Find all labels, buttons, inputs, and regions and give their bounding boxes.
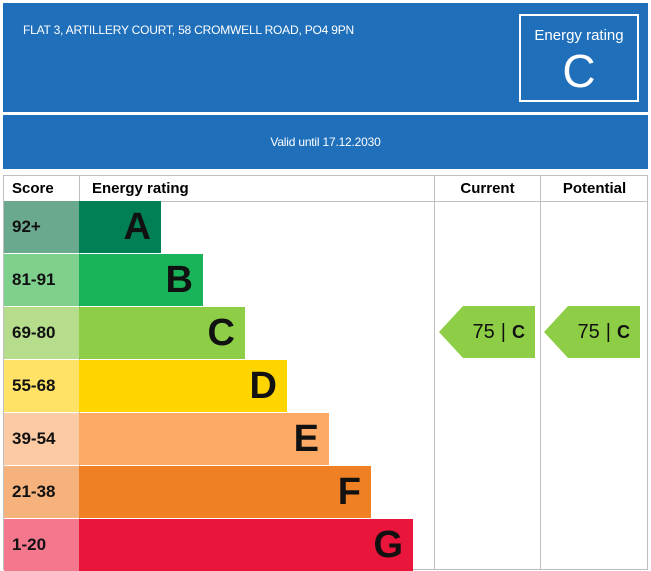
overall-rating-label: Energy rating [534,27,624,44]
potential-arrow-shape [544,306,640,358]
band-score: 1-20 [4,519,79,571]
potential-rating-arrow: 75 | C [544,306,640,358]
band-score: 21-38 [4,466,79,518]
band-letter: E [293,418,319,460]
current-score: 75 [472,320,495,343]
band-bar-b: B [79,254,203,306]
band-score: 81-91 [4,254,79,306]
overall-rating-letter: C [562,45,596,97]
band-score: 39-54 [4,413,79,465]
header-current: Current [460,180,515,197]
header-divider [4,201,647,202]
band-letter: B [165,259,193,301]
potential-column-divider [540,176,541,569]
header-score: Score [12,180,54,197]
current-separator: | [500,320,506,343]
certificate-header: FLAT 3, ARTILLERY COURT, 58 CROMWELL ROA… [3,3,648,112]
band-bar-g: G [79,519,413,571]
property-address: FLAT 3, ARTILLERY COURT, 58 CROMWELL ROA… [23,23,355,37]
header-potential: Potential [562,180,627,197]
current-column-divider [434,176,435,569]
current-rating-arrow: 75 | C [439,306,535,358]
band-bar-a: A [79,201,161,253]
potential-separator: | [605,320,611,343]
band-score: 92+ [4,201,79,253]
energy-rating-table: Score Energy rating Current Potential 92… [3,175,648,571]
band-score: 69-80 [4,307,79,359]
validity-banner: Valid until 17.12.2030 [3,115,648,169]
band-letter: G [373,524,403,566]
band-letter: D [249,365,277,407]
band-bar-e: E [79,413,329,465]
band-bar-c: C [79,307,245,359]
band-letter: C [207,312,235,354]
band-bar-d: D [79,360,287,412]
current-arrow-shape [439,306,535,358]
band-letter: F [337,471,361,513]
header-energy-rating: Energy rating [92,180,189,197]
potential-letter: C [617,321,630,342]
band-letter: A [123,206,151,248]
overall-rating-box: Energy rating C [519,14,639,102]
band-score: 55-68 [4,360,79,412]
potential-score: 75 [577,320,600,343]
band-bar-f: F [79,466,371,518]
current-letter: C [512,321,525,342]
